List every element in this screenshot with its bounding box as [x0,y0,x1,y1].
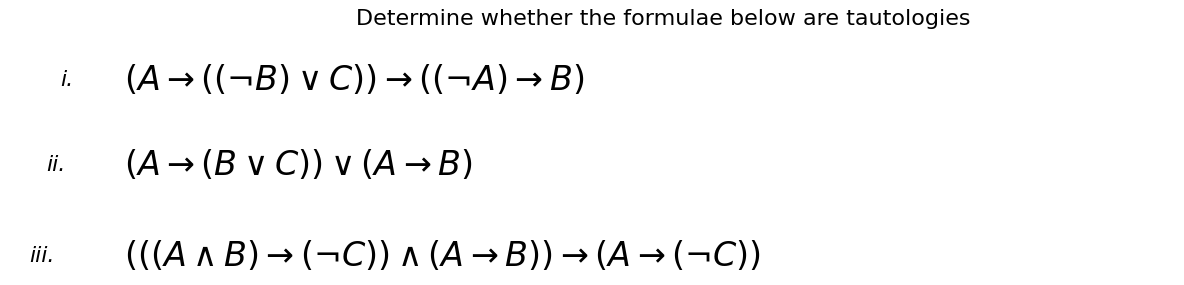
Text: ii.: ii. [46,155,65,175]
Text: $(((A \wedge B) \rightarrow (\neg C)) \wedge (A \rightarrow B)) \rightarrow (A \: $(((A \wedge B) \rightarrow (\neg C)) \w… [124,239,761,274]
Text: $(A \rightarrow (B \vee C)) \vee (A \rightarrow B)$: $(A \rightarrow (B \vee C)) \vee (A \rig… [124,148,474,182]
Text: i.: i. [60,70,73,90]
Text: Determine whether the formulae below are tautologies: Determine whether the formulae below are… [355,9,971,28]
Text: iii.: iii. [28,247,54,266]
Text: $(A \rightarrow ((\neg B) \vee C)) \rightarrow ((\neg A) \rightarrow B)$: $(A \rightarrow ((\neg B) \vee C)) \righ… [124,63,585,97]
